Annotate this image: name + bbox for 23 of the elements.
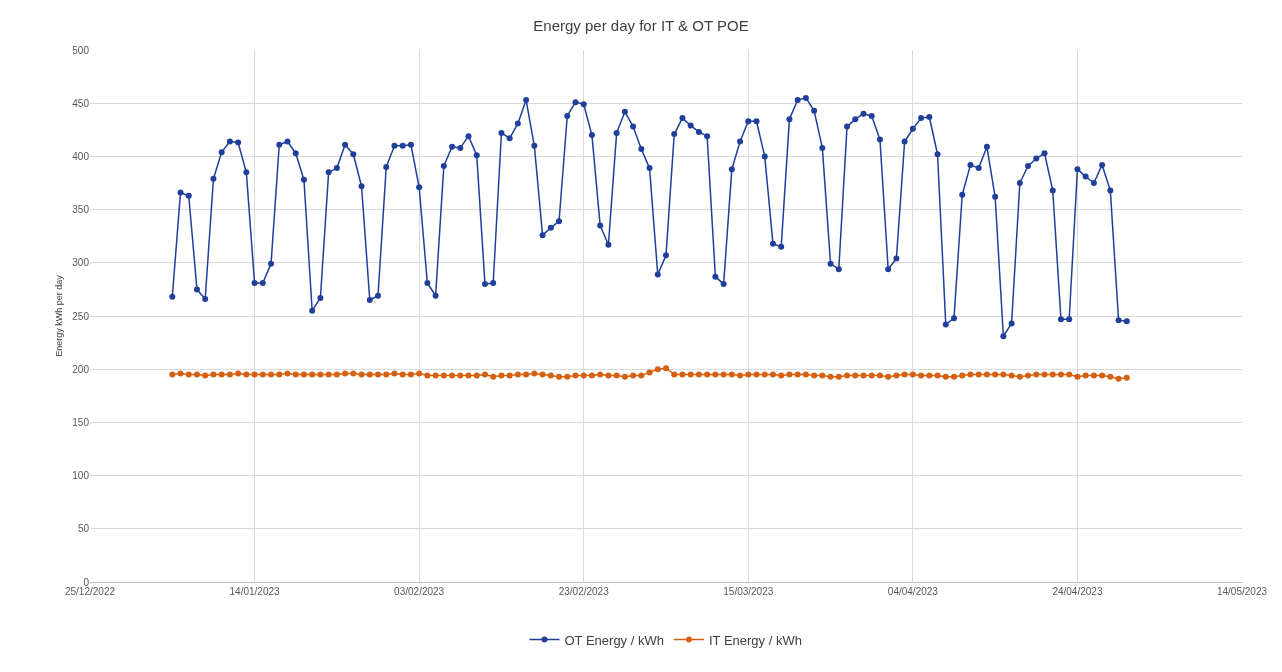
y-tick-label: 300 [72, 257, 90, 269]
legend-label: OT Energy / kWh [564, 632, 664, 648]
y-tick-label: 400 [72, 150, 90, 162]
x-tick-label: 04/04/2023 [887, 586, 939, 597]
chart-title: Energy per day for IT & OT POE [533, 16, 749, 34]
y-tick-label: 50 [77, 523, 90, 535]
y-tick-label: 100 [72, 470, 90, 482]
x-tick-label: 14/05/2023 [1216, 586, 1268, 597]
x-tick-label: 15/03/2023 [723, 586, 774, 597]
y-tick-label: 250 [72, 310, 90, 322]
x-tick-label: 24/04/2023 [1052, 586, 1103, 597]
y-tick-label: 0 [83, 576, 90, 588]
x-tick-label: 03/02/2023 [394, 586, 445, 597]
x-tick-label: 23/02/2023 [558, 586, 610, 597]
y-tick-label: 450 [72, 97, 90, 109]
legend-label: IT Energy / kWh [708, 632, 802, 648]
y-tick-label: 350 [72, 204, 90, 216]
x-tick-label: 14/01/2023 [229, 586, 281, 597]
x-tick-label: 25/12/2022 [64, 586, 116, 597]
y-axis-title: Energy kWh per day [54, 274, 64, 357]
y-tick-label: 150 [72, 416, 90, 428]
y-tick-label: 200 [72, 363, 90, 375]
y-tick-label: 500 [72, 44, 90, 56]
